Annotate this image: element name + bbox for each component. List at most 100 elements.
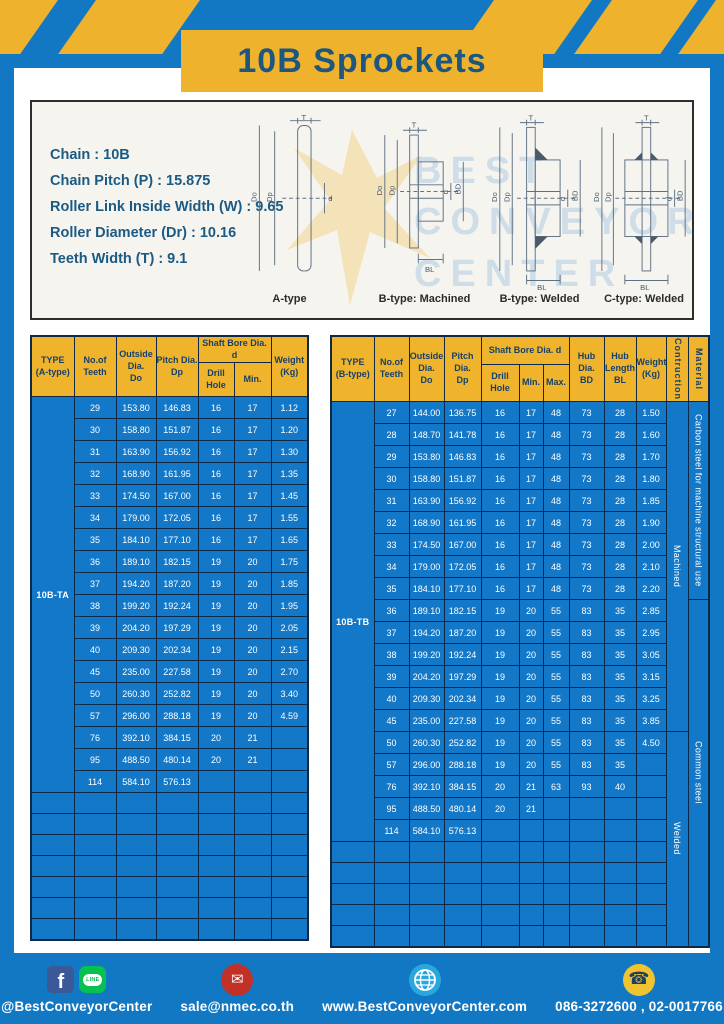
table-cell: 2.20	[635, 577, 667, 600]
table-cell	[408, 925, 445, 947]
table-cell	[568, 883, 605, 905]
column-header: Drill Hole	[197, 362, 235, 398]
table-cell	[542, 925, 570, 947]
table-cell: 184.10	[115, 528, 157, 552]
table-cell: 488.50	[408, 797, 445, 820]
table-cell: 35	[603, 709, 637, 732]
table-cell	[233, 918, 272, 941]
social-handle: @BestConveyorCenter	[1, 998, 153, 1014]
table-cell: 55	[542, 599, 570, 622]
footer-social: f LINE @BestConveyorCenter	[0, 964, 160, 1014]
table-cell	[155, 876, 199, 899]
table-cell: 235.00	[408, 709, 445, 732]
table-cell	[568, 819, 605, 842]
corner-stripe	[0, 0, 59, 54]
table-cell: 39	[373, 665, 410, 688]
table-cell	[197, 834, 235, 857]
table-cell	[30, 834, 75, 857]
table-cell: 204.20	[115, 616, 157, 640]
table-cell: 16	[197, 418, 235, 442]
table-cell	[270, 834, 309, 857]
table-cell	[330, 862, 375, 884]
a-type-drawing: T Do Dp d	[249, 114, 332, 272]
table-cell	[635, 753, 667, 776]
table-cell: 20	[518, 687, 544, 710]
table-cell: 16	[197, 484, 235, 508]
table-cell: 20	[233, 638, 272, 662]
table-cell: 16	[480, 533, 520, 556]
table-cell: 260.30	[408, 731, 445, 754]
table-cell	[443, 862, 482, 884]
table-cell	[480, 904, 520, 926]
column-header: Weight (Kg)	[270, 335, 309, 398]
svg-text:Dp: Dp	[264, 192, 273, 202]
table-row: 38 199.20 192.24 19 20 55 83 35 3.05	[331, 643, 709, 666]
svg-text:BD: BD	[453, 183, 462, 194]
table-cell: 40	[73, 638, 117, 662]
table-row: 32 168.90 161.95 16 17 1.35	[31, 462, 309, 486]
table-cell: 34	[373, 555, 410, 578]
table-cell	[197, 792, 235, 815]
table-cell: 17	[518, 467, 544, 490]
table-cell: 20	[480, 797, 520, 820]
svg-text:Dp: Dp	[604, 192, 613, 202]
table-cell: 19	[197, 638, 235, 662]
table-cell: 576.13	[155, 770, 199, 794]
table-cell	[73, 792, 117, 815]
table-cell: 48	[542, 401, 570, 424]
column-header: Drill Hole	[480, 363, 520, 403]
table-cell	[443, 841, 482, 863]
table-cell: 19	[480, 599, 520, 622]
table-cell	[603, 904, 637, 926]
table-cell: 55	[542, 643, 570, 666]
table-cell: 36	[73, 550, 117, 574]
column-header: TYPE (A-type)	[30, 335, 75, 398]
table-cell	[635, 883, 667, 905]
table-cell: 209.30	[115, 638, 157, 662]
table-cell	[480, 925, 520, 947]
table-cell	[115, 876, 157, 899]
table-cell	[270, 876, 309, 899]
table-row	[330, 862, 709, 884]
table-cell: 55	[542, 731, 570, 754]
table-row: 36 189.10 182.15 19 20 55 83 35 2.85 Common steel	[331, 599, 710, 947]
table-cell: 29	[373, 445, 410, 468]
table-cell: 45	[73, 660, 117, 684]
table-cell: 35	[603, 687, 637, 710]
table-cell: 48	[542, 577, 570, 600]
table-cell: 184.10	[408, 577, 445, 600]
table-cell: 192.24	[443, 643, 482, 666]
table-cell: 16	[197, 528, 235, 552]
table-cell	[373, 841, 410, 863]
table-cell	[480, 862, 520, 884]
table-cell	[197, 918, 235, 941]
table-cell: 17	[518, 533, 544, 556]
table-cell	[197, 897, 235, 920]
table-cell: 1.95	[270, 594, 309, 618]
svg-text:Do: Do	[249, 192, 258, 202]
table-cell: 28	[603, 555, 637, 578]
table-row: 10B-TB 27 144.00 136.75 16 17 48 73 28 1.50 Machin…	[330, 401, 710, 842]
table-cell: 158.80	[115, 418, 157, 442]
table-cell: 16	[480, 445, 520, 468]
table-cell: 1.20	[270, 418, 309, 442]
table-cell: 48	[542, 423, 570, 446]
table-cell: 194.20	[408, 621, 445, 644]
svg-text:T: T	[644, 114, 649, 123]
column-header: Min.	[233, 362, 272, 398]
table-cell: 1.60	[635, 423, 667, 446]
specs-box: BEST CONVEYOR CENTER Chain : 10B Chain P…	[30, 100, 694, 320]
svg-text:Do: Do	[375, 186, 384, 196]
table-cell: 45	[373, 709, 410, 732]
table-cell	[155, 918, 199, 941]
table-cell	[408, 862, 445, 884]
table-cell	[518, 862, 544, 884]
table-cell: 146.83	[155, 396, 199, 420]
svg-text:Dp: Dp	[502, 192, 511, 202]
table-cell: 28	[373, 423, 410, 446]
table-cell: 584.10	[408, 819, 445, 842]
table-cell: 3.15	[635, 665, 667, 688]
table-cell	[115, 897, 157, 920]
table-cell: 37	[373, 621, 410, 644]
